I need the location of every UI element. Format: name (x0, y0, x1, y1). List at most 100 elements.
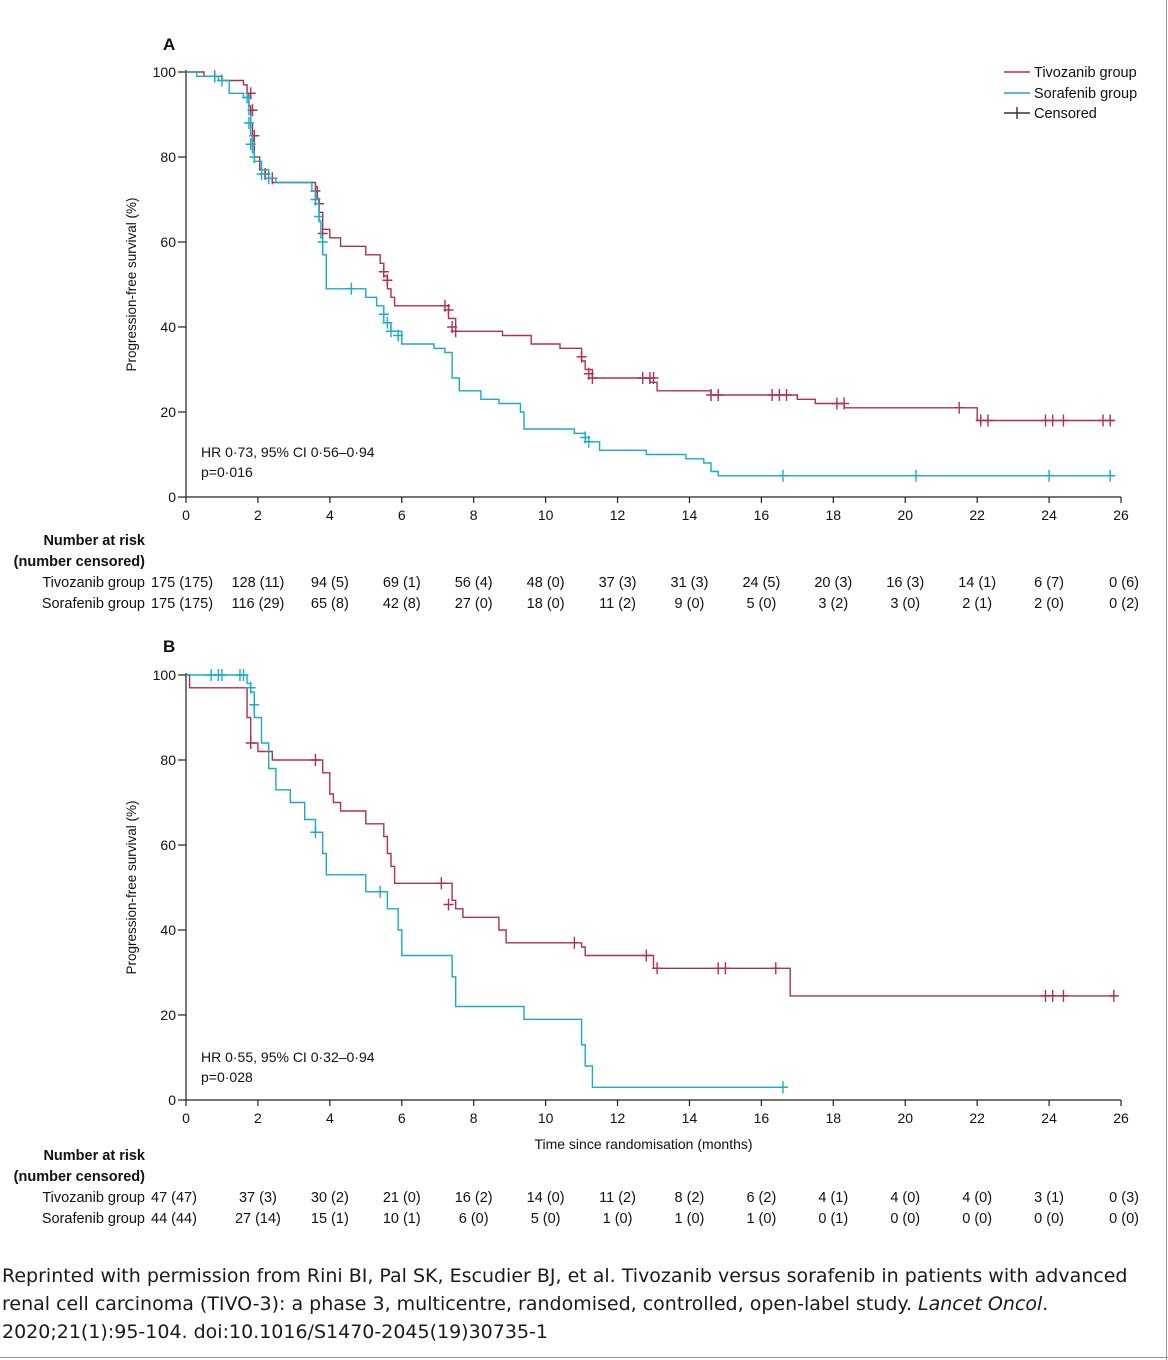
risk-cell-a: 6 (7) (1034, 575, 1064, 591)
censor-mark-sorafenib (317, 236, 328, 248)
x-tick-label-a: 10 (538, 507, 554, 523)
x-tick-label-b: 14 (682, 1110, 698, 1126)
risk-cell-a: 116 (29) (231, 596, 284, 612)
censor-mark-tivozanib (378, 265, 389, 278)
risk-cell-b: 11 (2) (599, 1190, 636, 1206)
risk-group-label-b: Tivozanib group (42, 1190, 145, 1206)
x-tick-label-a: 14 (682, 507, 698, 523)
risk-table-header-b: Number at risk (43, 1148, 145, 1164)
censor-mark-tivozanib (443, 304, 454, 316)
frame-border-bottom (0, 1357, 1168, 1358)
y-axis-title-b: Progression-free survival (%) (124, 800, 139, 974)
censor-mark-sorafenib (777, 469, 788, 482)
censor-mark-tivozanib (641, 949, 652, 962)
y-axis-title-a: Progression-free survival (%) (124, 197, 139, 371)
censor-mark-tivozanib (781, 389, 792, 401)
risk-cell-b: 47 (47) (151, 1190, 197, 1206)
risk-cell-a: 11 (2) (599, 596, 636, 612)
risk-cell-a: 3 (2) (818, 596, 848, 612)
censor-mark-sorafenib (249, 698, 260, 711)
censor-mark-tivozanib (713, 389, 724, 401)
risk-cell-a: 2 (0) (1034, 596, 1064, 612)
caption-journal: Lancet Oncol (918, 1293, 1043, 1315)
censor-mark-tivozanib (648, 372, 659, 384)
risk-cell-b: 10 (1) (383, 1211, 421, 1227)
risk-cell-a: 14 (1) (958, 575, 996, 591)
x-tick-label-a: 18 (826, 507, 842, 523)
censor-mark-tivozanib (954, 401, 965, 414)
censor-mark-sorafenib (583, 435, 594, 448)
km-curve-sorafenib-a (186, 71, 1114, 477)
censor-mark-sorafenib (238, 669, 249, 681)
x-tick-label-b: 18 (826, 1110, 842, 1126)
risk-cell-a: 94 (5) (311, 575, 349, 591)
censor-mark-sorafenib (245, 138, 256, 151)
censor-mark-sorafenib (346, 282, 357, 295)
risk-cell-b: 0 (0) (890, 1211, 920, 1227)
x-tick-label-b: 8 (470, 1110, 478, 1126)
risk-cell-b: 3 (1) (1034, 1190, 1064, 1206)
risk-cell-b: 4 (1) (818, 1190, 848, 1206)
panel-label-b: B (163, 637, 175, 656)
risk-cell-b: 27 (14) (235, 1211, 281, 1227)
risk-cell-a: 65 (8) (311, 596, 349, 612)
risk-cell-a: 18 (0) (527, 596, 565, 612)
risk-cell-b: 0 (0) (962, 1211, 992, 1227)
risk-cell-b: 5 (0) (531, 1211, 561, 1227)
y-tick-label-b: 100 (153, 667, 177, 683)
censor-mark-sorafenib (243, 117, 254, 129)
x-tick-label-b: 4 (326, 1110, 334, 1126)
censor-mark-sorafenib (245, 681, 256, 694)
x-tick-label-b: 26 (1113, 1110, 1129, 1126)
censor-mark-sorafenib (378, 308, 389, 321)
risk-cell-b: 1 (0) (675, 1211, 705, 1227)
x-tick-label-b: 6 (398, 1110, 406, 1126)
risk-cell-a: 9 (0) (675, 596, 705, 612)
censor-mark-tivozanib (720, 962, 731, 975)
km-curve-tivozanib-b (186, 674, 1114, 997)
risk-cell-b: 0 (0) (1034, 1211, 1064, 1227)
x-axis-title-b: Time since randomisation (months) (534, 1136, 752, 1152)
x-tick-label-a: 20 (897, 507, 913, 523)
risk-cell-a: 3 (0) (890, 596, 920, 612)
censor-mark-tivozanib (587, 372, 598, 384)
risk-cell-b: 30 (2) (311, 1190, 349, 1206)
risk-cell-b: 0 (0) (1109, 1211, 1139, 1227)
censor-mark-tivozanib (1105, 414, 1116, 427)
censor-mark-tivozanib (382, 274, 393, 287)
x-tick-label-b: 10 (538, 1110, 554, 1126)
risk-cell-a: 175 (175) (151, 575, 213, 591)
stats-annotation-a: HR 0·73, 95% CI 0·56–0·94 (201, 444, 375, 460)
caption-text-end: . 2020;21(1):95-104. doi:10.1016/S1470-2… (2, 1293, 1049, 1343)
stats-annotation-b: HR 0·55, 95% CI 0·32–0·94 (201, 1049, 375, 1065)
risk-cell-a: 20 (3) (814, 575, 852, 591)
risk-group-label-b: Sorafenib group (42, 1211, 145, 1227)
censor-mark-sorafenib (911, 469, 922, 482)
censor-mark-sorafenib (1044, 469, 1055, 482)
risk-cell-b: 1 (0) (603, 1211, 633, 1227)
risk-cell-a: 56 (4) (455, 575, 493, 591)
censor-mark-tivozanib (1047, 989, 1058, 1002)
x-tick-label-b: 12 (610, 1110, 626, 1126)
censor-mark-sorafenib (310, 193, 321, 206)
censor-mark-tivozanib (982, 414, 993, 427)
censor-mark-sorafenib (375, 885, 386, 898)
censor-mark-tivozanib (839, 397, 850, 410)
caption-text: Reprinted with permission from Rini BI, … (2, 1265, 1128, 1315)
y-tick-label-b: 0 (168, 1092, 176, 1108)
censor-mark-sorafenib (310, 826, 321, 839)
panel-label-a: A (163, 35, 175, 54)
risk-group-label-a: Tivozanib group (42, 575, 145, 591)
censor-mark-tivozanib (576, 350, 587, 363)
censor-mark-sorafenib (249, 151, 260, 163)
censor-mark-sorafenib (209, 70, 220, 83)
censor-mark-sorafenib (777, 1081, 788, 1094)
censor-mark-sorafenib (314, 210, 325, 223)
x-tick-label-a: 16 (754, 507, 770, 523)
x-tick-label-a: 24 (1041, 507, 1057, 523)
risk-cell-a: 0 (2) (1109, 596, 1139, 612)
legend-swatch-censored (1004, 107, 1030, 119)
censor-mark-tivozanib (1108, 989, 1119, 1002)
x-tick-label-b: 16 (754, 1110, 770, 1126)
